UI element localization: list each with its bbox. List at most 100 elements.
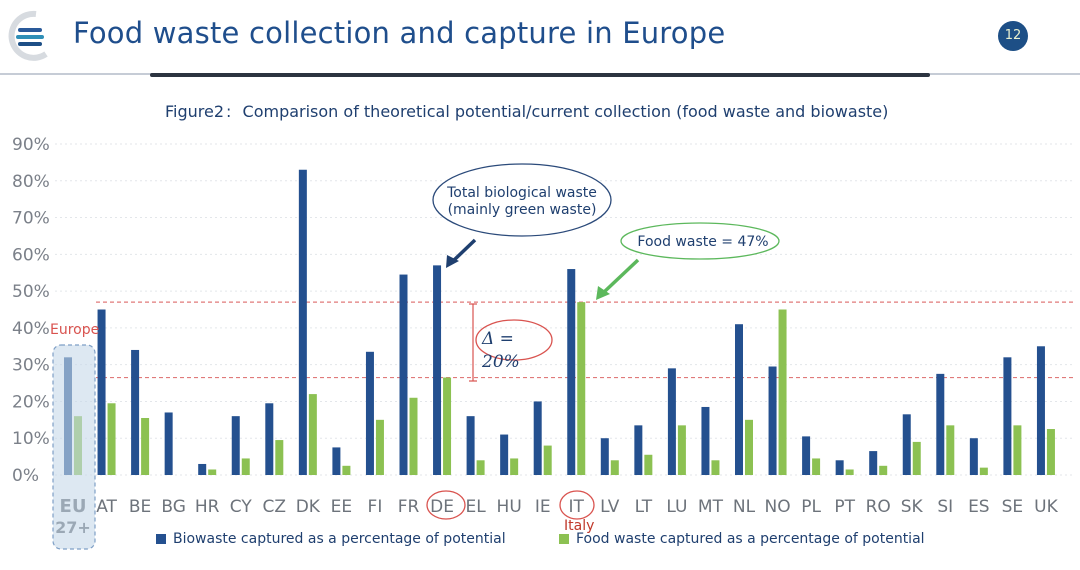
- bar-biowaste: [231, 416, 240, 475]
- x-tick-label: BG: [161, 497, 186, 517]
- delta-text-line1: Δ =: [481, 329, 514, 349]
- bar-biowaste: [567, 269, 576, 475]
- x-tick-label: ES: [968, 497, 990, 517]
- bar-food-waste: [208, 469, 217, 475]
- italy-label: Italy: [564, 518, 594, 534]
- legend-item-biowaste: Biowaste captured as a percentage of pot…: [156, 531, 506, 547]
- x-tick-label: NL: [733, 497, 756, 517]
- figure-caption: Figure2: Comparison of theoretical poten…: [165, 102, 888, 121]
- bar-food-waste: [879, 465, 888, 475]
- bar-biowaste: [802, 436, 811, 475]
- x-tick-label: BE: [129, 497, 151, 517]
- y-tick-label: 20%: [12, 392, 50, 412]
- x-tick-label: LV: [600, 497, 620, 517]
- figure-caption-text: Comparison of theoretical potential/curr…: [242, 102, 889, 121]
- x-tick-label: UK: [1034, 497, 1058, 517]
- bar-biowaste: [131, 349, 140, 475]
- bar-food-waste: [308, 394, 317, 475]
- bar-biowaste: [768, 366, 777, 475]
- x-tick-label: EL: [465, 497, 486, 517]
- x-tick-label: DE: [430, 497, 454, 517]
- bar-food-waste: [812, 458, 821, 475]
- x-tick-label: IE: [535, 497, 551, 517]
- bar-food-waste: [912, 441, 921, 475]
- delta-text-line2: 20%: [481, 352, 520, 372]
- x-tick-label: LT: [635, 497, 653, 517]
- it-callout-arrow: [601, 258, 640, 295]
- bar-biowaste: [433, 265, 442, 475]
- bar-food-waste: [778, 309, 787, 475]
- legend-swatch-food-waste: [559, 534, 569, 544]
- bar-biowaste: [97, 309, 106, 475]
- bar-food-waste: [577, 302, 586, 475]
- bar-food-waste: [644, 454, 653, 475]
- eu-highlight-box: [52, 344, 96, 550]
- legend-label-biowaste: Biowaste captured as a percentage of pot…: [173, 531, 506, 547]
- grid-layer: [55, 143, 1075, 476]
- x-tick-label: IT: [569, 497, 585, 517]
- x-tick-label: SE: [1002, 497, 1024, 517]
- x-tick-label: EE: [331, 497, 352, 517]
- x-tick-label: FR: [398, 497, 420, 517]
- y-tick-label: 0%: [12, 466, 39, 486]
- de-callout-bubble: [432, 163, 612, 237]
- bar-biowaste: [533, 401, 542, 475]
- x-tick-label: CZ: [263, 497, 287, 517]
- de-callout-line1: Total biological waste: [446, 185, 597, 201]
- logo-icon: [8, 10, 48, 61]
- bar-biowaste: [667, 368, 676, 475]
- bar-food-waste: [1013, 425, 1022, 475]
- bar-biowaste: [835, 460, 844, 475]
- bar-food-waste: [946, 425, 955, 475]
- delta-circle: [475, 319, 553, 361]
- bar-food-waste: [107, 403, 116, 475]
- bar-food-waste: [342, 465, 351, 475]
- bar-food-waste: [711, 460, 720, 475]
- de-callout-line2: (mainly green waste): [448, 202, 597, 218]
- x-tick-label: HR: [195, 497, 220, 517]
- bar-biowaste: [500, 434, 509, 475]
- page-number-badge: 12: [998, 21, 1028, 51]
- x-tick-label: DK: [296, 497, 321, 517]
- bar-food-waste: [1046, 429, 1055, 475]
- x-tick-label: PL: [801, 497, 821, 517]
- bar-biowaste: [735, 324, 743, 475]
- y-tick-label: 10%: [12, 429, 50, 449]
- bar-biowaste: [399, 274, 408, 475]
- it-label-circle: [559, 490, 595, 520]
- bar-food-waste: [241, 458, 250, 475]
- y-axis-ticks: 0% 10% 20% 30% 40% 50% 60% 70% 80% 90%: [12, 135, 50, 486]
- x-tick-label: SK: [901, 497, 924, 517]
- bar-food-waste: [476, 460, 485, 475]
- bar-food-waste: [979, 467, 988, 475]
- it-callout-arrowhead: [596, 286, 610, 300]
- bar-biowaste: [969, 438, 978, 475]
- bar-biowaste: [869, 451, 878, 475]
- y-tick-label: 30%: [12, 356, 50, 376]
- figure-caption-label: Figure2: [165, 102, 225, 121]
- bar-food-waste: [745, 419, 753, 475]
- de-label-circle: [426, 490, 466, 520]
- de-callout-arrow: [450, 238, 477, 264]
- x-tick-label: RO: [866, 497, 891, 517]
- y-tick-label: 70%: [12, 209, 50, 229]
- legend-item-food-waste: Food waste captured as a percentage of p…: [559, 531, 925, 547]
- bar-biowaste: [1036, 346, 1045, 475]
- y-tick-label: 80%: [12, 172, 50, 192]
- y-tick-label: 90%: [12, 135, 50, 155]
- bar-food-waste: [443, 377, 452, 475]
- bar-food-waste: [543, 445, 552, 475]
- bar-biowaste: [298, 169, 307, 475]
- x-tick-label: FI: [368, 497, 383, 517]
- legend-label-food-waste: Food waste captured as a percentage of p…: [576, 531, 925, 547]
- figure-caption-separator: :: [226, 102, 232, 121]
- y-tick-label: 50%: [12, 282, 50, 302]
- bar-food-waste: [141, 417, 150, 475]
- bar-food-waste: [845, 469, 854, 475]
- bar-food-waste: [610, 460, 619, 475]
- y-tick-label: 40%: [12, 319, 50, 339]
- annotations-layer: Europe Italy Total biological waste (mai…: [50, 163, 780, 550]
- bar-biowaste: [936, 373, 945, 475]
- x-tick-label: MT: [698, 497, 724, 517]
